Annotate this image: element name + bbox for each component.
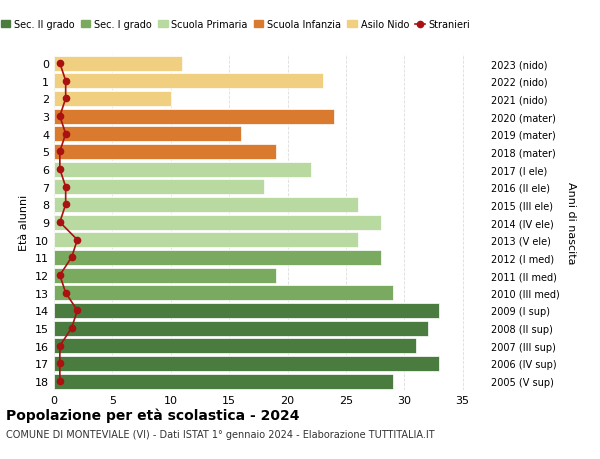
- Bar: [54, 145, 276, 160]
- Bar: [54, 339, 416, 353]
- Bar: [54, 180, 264, 195]
- Bar: [54, 374, 392, 389]
- Bar: [54, 285, 392, 301]
- Bar: [54, 197, 358, 213]
- Y-axis label: Età alunni: Età alunni: [19, 195, 29, 251]
- Y-axis label: Anni di nascita: Anni di nascita: [566, 181, 576, 264]
- Text: COMUNE DI MONTEVIALE (VI) - Dati ISTAT 1° gennaio 2024 - Elaborazione TUTTITALIA: COMUNE DI MONTEVIALE (VI) - Dati ISTAT 1…: [6, 429, 434, 439]
- Bar: [54, 356, 439, 371]
- Bar: [54, 321, 428, 336]
- Bar: [54, 233, 358, 248]
- Bar: [54, 109, 334, 124]
- Text: Popolazione per età scolastica - 2024: Popolazione per età scolastica - 2024: [6, 407, 299, 422]
- Bar: [54, 74, 323, 89]
- Bar: [54, 56, 182, 72]
- Bar: [54, 162, 311, 177]
- Bar: [54, 268, 276, 283]
- Bar: [54, 251, 381, 265]
- Legend: Sec. II grado, Sec. I grado, Scuola Primaria, Scuola Infanzia, Asilo Nido, Stran: Sec. II grado, Sec. I grado, Scuola Prim…: [0, 17, 474, 34]
- Bar: [54, 92, 171, 106]
- Bar: [54, 215, 381, 230]
- Bar: [54, 303, 439, 318]
- Bar: [54, 127, 241, 142]
